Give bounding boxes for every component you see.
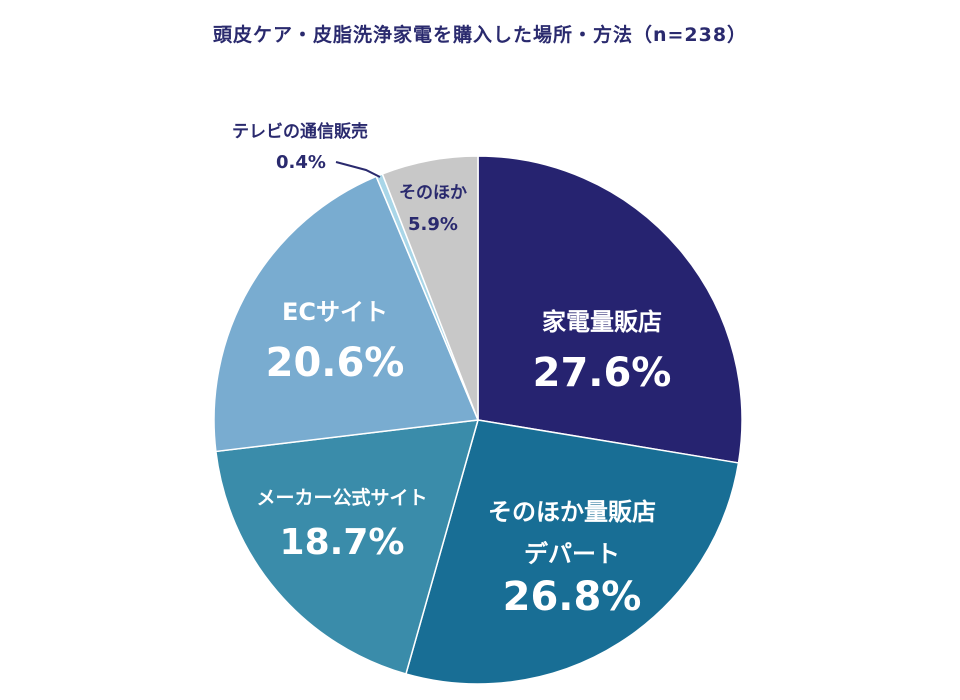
slice-label-3: メーカー公式サイト bbox=[256, 486, 427, 509]
slice-value-1: 27.6% bbox=[533, 350, 672, 396]
pie-slice-2 bbox=[405, 419, 740, 685]
pie-slice-6 bbox=[381, 155, 479, 421]
slice-label-2: そのほか量販店 bbox=[488, 498, 656, 526]
slice-label-4: ECサイト bbox=[282, 298, 388, 326]
pie-slice-4 bbox=[213, 175, 480, 453]
slice-label-6: そのほか bbox=[399, 183, 467, 203]
pie-slice-1 bbox=[477, 155, 743, 464]
slice-value-4: 20.6% bbox=[266, 340, 405, 386]
slice-value-3: 18.7% bbox=[280, 522, 405, 563]
leader-line bbox=[335, 161, 381, 178]
slice-value-2: 26.8% bbox=[503, 574, 642, 620]
pie-slice-3 bbox=[215, 419, 480, 675]
slice-value-5: 0.4% bbox=[276, 152, 326, 173]
slice-label-1: 家電量販店 bbox=[542, 308, 662, 336]
pie-slices bbox=[213, 155, 743, 685]
chart-title: 頭皮ケア・皮脂洗浄家電を購入した場所・方法（n=238） bbox=[212, 24, 748, 46]
slice-label-5: テレビの通信販売 bbox=[232, 121, 368, 142]
slice-value-6: 5.9% bbox=[408, 214, 458, 235]
slice-label2-2: デパート bbox=[524, 540, 620, 568]
